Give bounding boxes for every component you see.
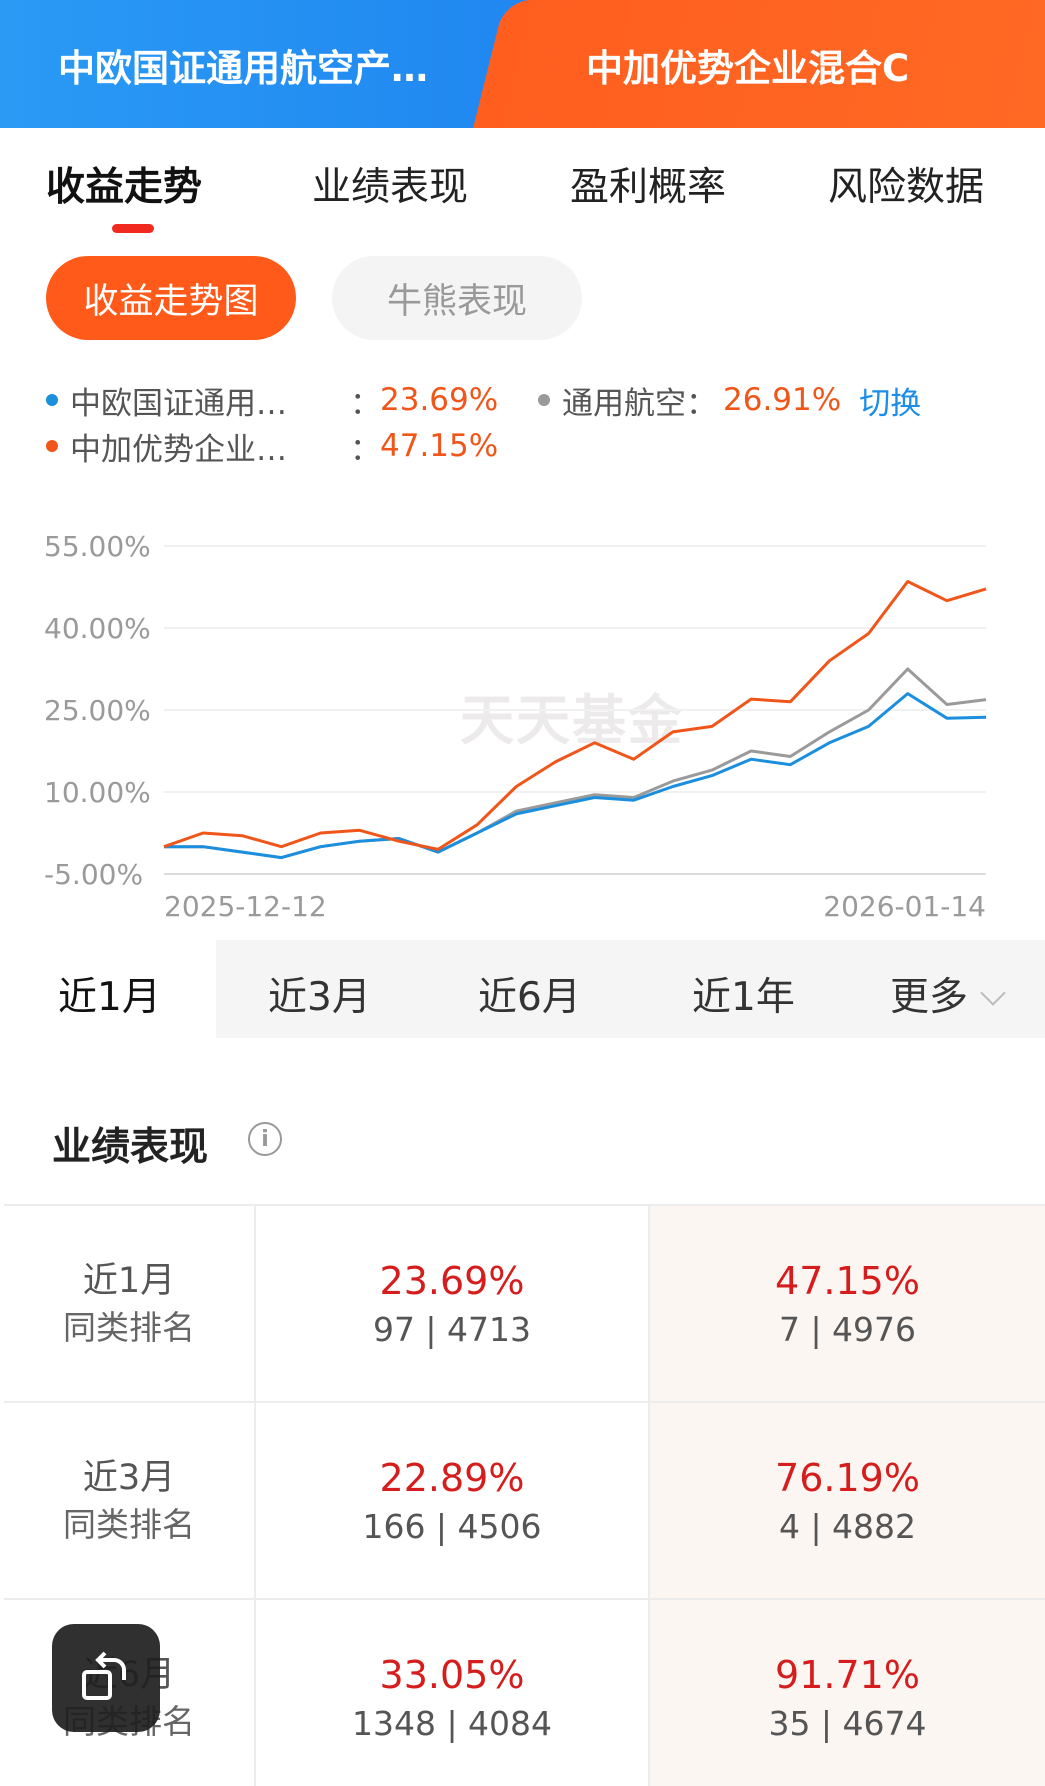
- period-more[interactable]: 更多: [890, 966, 1006, 1022]
- period-3m[interactable]: 近3月: [268, 975, 371, 1020]
- active-tab-indicator: [112, 224, 154, 233]
- y-tick-label: 40.00%: [44, 612, 151, 645]
- fund-b-return: 47.15%: [775, 1258, 920, 1303]
- period-6m[interactable]: 近6月: [478, 975, 581, 1020]
- period-1m[interactable]: 近1月: [58, 975, 161, 1020]
- fund-b-cell: 91.71% 35 | 4674: [650, 1600, 1045, 1786]
- chart-watermark: 天天基金: [460, 688, 684, 752]
- legend-colon: ：: [350, 431, 381, 468]
- chevron-down-icon: [980, 980, 1006, 1006]
- period-more-label: 更多: [890, 975, 969, 1020]
- legend-fund-b-name: 中加优势企业…: [70, 431, 287, 468]
- performance-section-title: 业绩表现: [52, 1125, 209, 1170]
- x-start-label: 2025-12-12: [164, 890, 327, 920]
- period-selector-background: [216, 940, 1045, 1038]
- fund-a-name[interactable]: 中欧国证通用航空产…: [58, 47, 428, 90]
- legend-fund-a-name: 中欧国证通用…: [70, 385, 287, 422]
- info-icon[interactable]: i: [248, 1122, 282, 1156]
- fund-b-return: 76.19%: [775, 1455, 920, 1500]
- fund-a-rank: 97 | 4713: [372, 1309, 532, 1349]
- fund-a-rank: 1348 | 4084: [351, 1703, 553, 1743]
- row-rank-label: 同类排名: [63, 1307, 195, 1347]
- fund-a-return: 33.05%: [379, 1652, 525, 1697]
- tab-performance[interactable]: 业绩表现: [312, 165, 469, 210]
- fund-a-cell: 22.89% 166 | 4506: [256, 1403, 650, 1598]
- period-1y[interactable]: 近1年: [692, 975, 795, 1020]
- fund-a-cell: 33.05% 1348 | 4084: [256, 1600, 650, 1786]
- legend-benchmark: 通用航空： 26.91% 切换: [538, 378, 921, 422]
- legend-colon: ：: [350, 385, 381, 422]
- table-row: 近1月 同类排名 23.69% 97 | 4713 47.15% 7 | 497…: [4, 1204, 1045, 1401]
- fund-b-rank: 7 | 4976: [778, 1309, 917, 1349]
- legend-fund-a-value: 23.69%: [380, 382, 499, 418]
- performance-table: 近1月 同类排名 23.69% 97 | 4713 47.15% 7 | 497…: [4, 1204, 1045, 1786]
- subtab-bull-bear[interactable]: 牛熊表现: [332, 256, 582, 340]
- legend-dot-blue: [46, 394, 58, 406]
- row-period: 近1月: [82, 1260, 176, 1301]
- fund-compare-header: 中欧国证通用航空产… 中加优势企业混合C: [0, 0, 1045, 128]
- fund-a-return: 23.69%: [379, 1258, 525, 1303]
- legend-fund-b-value: 47.15%: [380, 428, 499, 464]
- rotate-screen-button[interactable]: [52, 1624, 160, 1732]
- return-trend-chart[interactable]: 55.00% 40.00% 25.00% 10.00% -5.00% 2025-12-12…: [0, 520, 1045, 920]
- fund-b-cell: 76.19% 4 | 4882: [650, 1403, 1045, 1598]
- tab-return-trend[interactable]: 收益走势: [46, 165, 203, 210]
- subtab-trend-chart[interactable]: 收益走势图: [46, 256, 296, 340]
- fund-b-cell: 47.15% 7 | 4976: [650, 1206, 1045, 1401]
- legend-fund-a: 中欧国证通用… ： 23.69%: [46, 378, 498, 422]
- fund-a-cell: 23.69% 97 | 4713: [256, 1206, 650, 1401]
- legend-benchmark-name: 通用航空：: [562, 385, 717, 422]
- tab-risk-data[interactable]: 风险数据: [828, 165, 985, 210]
- rotate-screen-icon: [82, 1651, 126, 1700]
- fund-b-rank: 4 | 4882: [778, 1506, 917, 1546]
- fund-b-name[interactable]: 中加优势企业混合C: [586, 47, 910, 90]
- legend-dot-orange: [46, 440, 58, 452]
- fund-a-rank: 166 | 4506: [362, 1506, 542, 1546]
- y-tick-label: -5.00%: [44, 858, 143, 891]
- y-tick-label: 10.00%: [44, 776, 151, 809]
- table-row: 近6月 同类排名 33.05% 1348 | 4084 91.71% 35 | …: [4, 1598, 1045, 1786]
- row-label-cell: 近3月 同类排名: [4, 1403, 256, 1598]
- legend-fund-b: 中加优势企业… ： 47.15%: [46, 424, 498, 468]
- y-tick-label: 55.00%: [44, 530, 151, 563]
- fund-a-return: 22.89%: [379, 1455, 525, 1500]
- row-rank-label: 同类排名: [63, 1504, 195, 1544]
- fund-a-tab[interactable]: [0, 0, 560, 128]
- row-label-cell: 近1月 同类排名: [4, 1206, 256, 1401]
- switch-benchmark-button[interactable]: 切换: [859, 385, 922, 422]
- table-row: 近3月 同类排名 22.89% 166 | 4506 76.19% 4 | 48…: [4, 1401, 1045, 1598]
- main-tabs: 收益走势 业绩表现 盈利概率 风险数据: [0, 128, 1045, 238]
- x-end-label: 2026-01-14: [823, 890, 986, 920]
- series-line-1: [164, 667, 987, 860]
- legend-benchmark-value: 26.91%: [723, 382, 842, 418]
- period-selector: 近1月 近3月 近6月 近1年 更多: [0, 940, 1045, 1038]
- fund-b-return: 91.71%: [775, 1652, 920, 1697]
- row-period: 近3月: [82, 1457, 176, 1498]
- legend-dot-gray: [538, 394, 550, 406]
- fund-b-rank: 35 | 4674: [768, 1703, 927, 1743]
- series-line-2: [163, 580, 987, 851]
- tab-profit-probability[interactable]: 盈利概率: [570, 165, 727, 210]
- y-tick-label: 25.00%: [44, 694, 151, 727]
- series-line-0: [164, 692, 987, 860]
